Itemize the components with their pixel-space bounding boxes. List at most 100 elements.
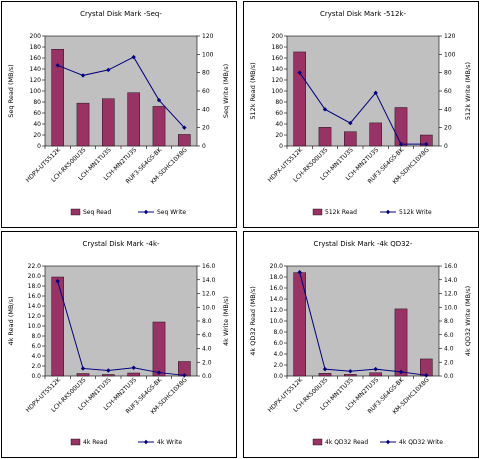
bar <box>369 372 382 377</box>
y2-tick-label: 60 <box>444 88 452 95</box>
y-tick-label: 22.0 <box>28 263 42 270</box>
line-point <box>156 97 162 103</box>
bar <box>127 372 140 377</box>
plot-area <box>44 265 198 377</box>
y-axis-label: 4k QD32 Read (MB/s) <box>249 286 257 356</box>
y-tick-label: 18.0 <box>28 283 42 290</box>
bar <box>318 373 332 377</box>
y2-tick-label: 16.0 <box>444 263 458 270</box>
legend-swatch <box>312 208 323 216</box>
bar <box>102 98 115 147</box>
legend-swatch <box>70 438 81 446</box>
line-point <box>182 125 187 130</box>
line-point <box>106 368 111 373</box>
y2-tick-label: 12.0 <box>202 291 216 298</box>
line-point <box>182 373 187 378</box>
y-tick-label: 18.0 <box>270 274 284 281</box>
plot-area <box>286 265 440 377</box>
chart-panel: Crystal Disk Mark -4k QD32- 0.0 2.0 4.0 6.0 8… <box>243 231 479 458</box>
y2-tick-label: 2.0 <box>444 359 454 366</box>
line-point <box>398 369 404 375</box>
chart-title: Crystal Disk Mark -4k- <box>82 240 160 248</box>
line-point <box>80 366 86 371</box>
y2-axis-label: 4k QD32 Write (MB/s) <box>464 286 472 356</box>
legend-label: 4k QD32 Write <box>399 439 443 446</box>
y2-tick-label: 0.0 <box>202 373 212 380</box>
line-point <box>322 107 328 112</box>
y2-tick-label: 100 <box>444 51 456 58</box>
line-point <box>156 370 162 375</box>
bar <box>318 127 332 147</box>
line-point <box>322 366 328 372</box>
y2-tick-label: 80 <box>444 70 452 77</box>
y-tick-label: 16.0 <box>270 285 284 292</box>
y-tick-label: 12.0 <box>270 307 284 314</box>
y-tick-label: 40 <box>33 121 41 128</box>
y2-tick-label: 6.0 <box>444 332 454 339</box>
series-line <box>299 72 427 145</box>
chart-panel: Crystal Disk Mark -4k- 0.0 2.0 4.0 6.0 8.0 10.… <box>1 231 237 458</box>
y2-tick-label: 120 <box>202 33 214 40</box>
legend-marker <box>143 209 149 215</box>
series-line <box>57 56 185 129</box>
line-point <box>348 120 353 126</box>
y-tick-label: 140 <box>30 66 42 73</box>
y-tick-label: 100 <box>272 88 284 95</box>
bar <box>76 373 90 377</box>
y2-axis-label: Seq Write (MB/s) <box>222 64 230 118</box>
legend-label: 4k Write <box>157 439 182 446</box>
bar <box>152 106 166 147</box>
line-point <box>424 373 429 378</box>
y2-tick-label: 10.0 <box>444 304 458 311</box>
y2-tick-label: 2.0 <box>202 359 212 366</box>
bar <box>344 374 357 377</box>
chart-svg: Crystal Disk Mark -4k- 0.0 2.0 4.0 6.0 8.0 10.… <box>1 231 237 458</box>
line-point <box>348 368 353 374</box>
bar <box>51 276 64 377</box>
y2-axis-label: 512k Write (MB/s) <box>464 62 472 120</box>
y-tick-label: 0.0 <box>31 373 41 380</box>
chart-title: Crystal Disk Mark -Seq- <box>80 10 162 18</box>
legend-label: Seq Write <box>157 209 186 216</box>
y-tick-label: 60 <box>275 110 283 117</box>
bar <box>76 102 90 147</box>
legend-label: 512k Read <box>325 209 357 216</box>
legend-label: 512k Write <box>399 209 432 216</box>
line-point <box>55 278 60 284</box>
legend-swatch <box>70 208 81 216</box>
y-tick-label: 140 <box>272 66 284 73</box>
y-tick-label: 20.0 <box>28 273 42 280</box>
y2-tick-label: 0 <box>444 143 448 150</box>
bar <box>152 321 166 377</box>
bar <box>127 92 140 147</box>
line-point <box>55 63 60 68</box>
y-tick-label: 0 <box>279 143 283 150</box>
chart-svg: Crystal Disk Mark -512k- 0 20 40 60 80 100 120 1… <box>243 1 479 228</box>
y2-tick-label: 20 <box>444 125 452 132</box>
legend-label: 4k Read <box>83 439 107 446</box>
line-point <box>373 366 378 372</box>
y2-tick-label: 0 <box>202 143 206 150</box>
y2-tick-label: 40 <box>202 106 210 113</box>
series-line <box>57 280 185 376</box>
line-point <box>131 54 136 60</box>
y-tick-label: 180 <box>30 44 42 51</box>
chart-svg: Crystal Disk Mark -4k QD32- 0.0 2.0 4.0 6.0 8… <box>243 231 479 458</box>
y2-tick-label: 4.0 <box>444 346 454 353</box>
chart-title: Crystal Disk Mark -4k QD32- <box>313 240 413 248</box>
y-tick-label: 20 <box>33 132 41 139</box>
line-point <box>131 365 136 370</box>
y2-axis-label: 4k Write (MB/s) <box>222 296 230 346</box>
line-point <box>398 141 404 147</box>
y-tick-label: 160 <box>272 55 284 62</box>
y-axis-label: 4k Read (MB/s) <box>7 296 15 345</box>
legend-marker <box>385 209 391 215</box>
y-tick-label: 4.0 <box>31 353 41 360</box>
y-tick-label: 16.0 <box>28 293 42 300</box>
y-tick-label: 120 <box>30 77 42 84</box>
y2-tick-label: 8.0 <box>202 318 212 325</box>
y2-tick-label: 6.0 <box>202 332 212 339</box>
chart-panel: Crystal Disk Mark -Seq- 0 20 40 60 80 100 120 14… <box>1 1 237 228</box>
y-tick-label: 200 <box>30 33 42 40</box>
y-tick-label: 20 <box>275 132 283 139</box>
